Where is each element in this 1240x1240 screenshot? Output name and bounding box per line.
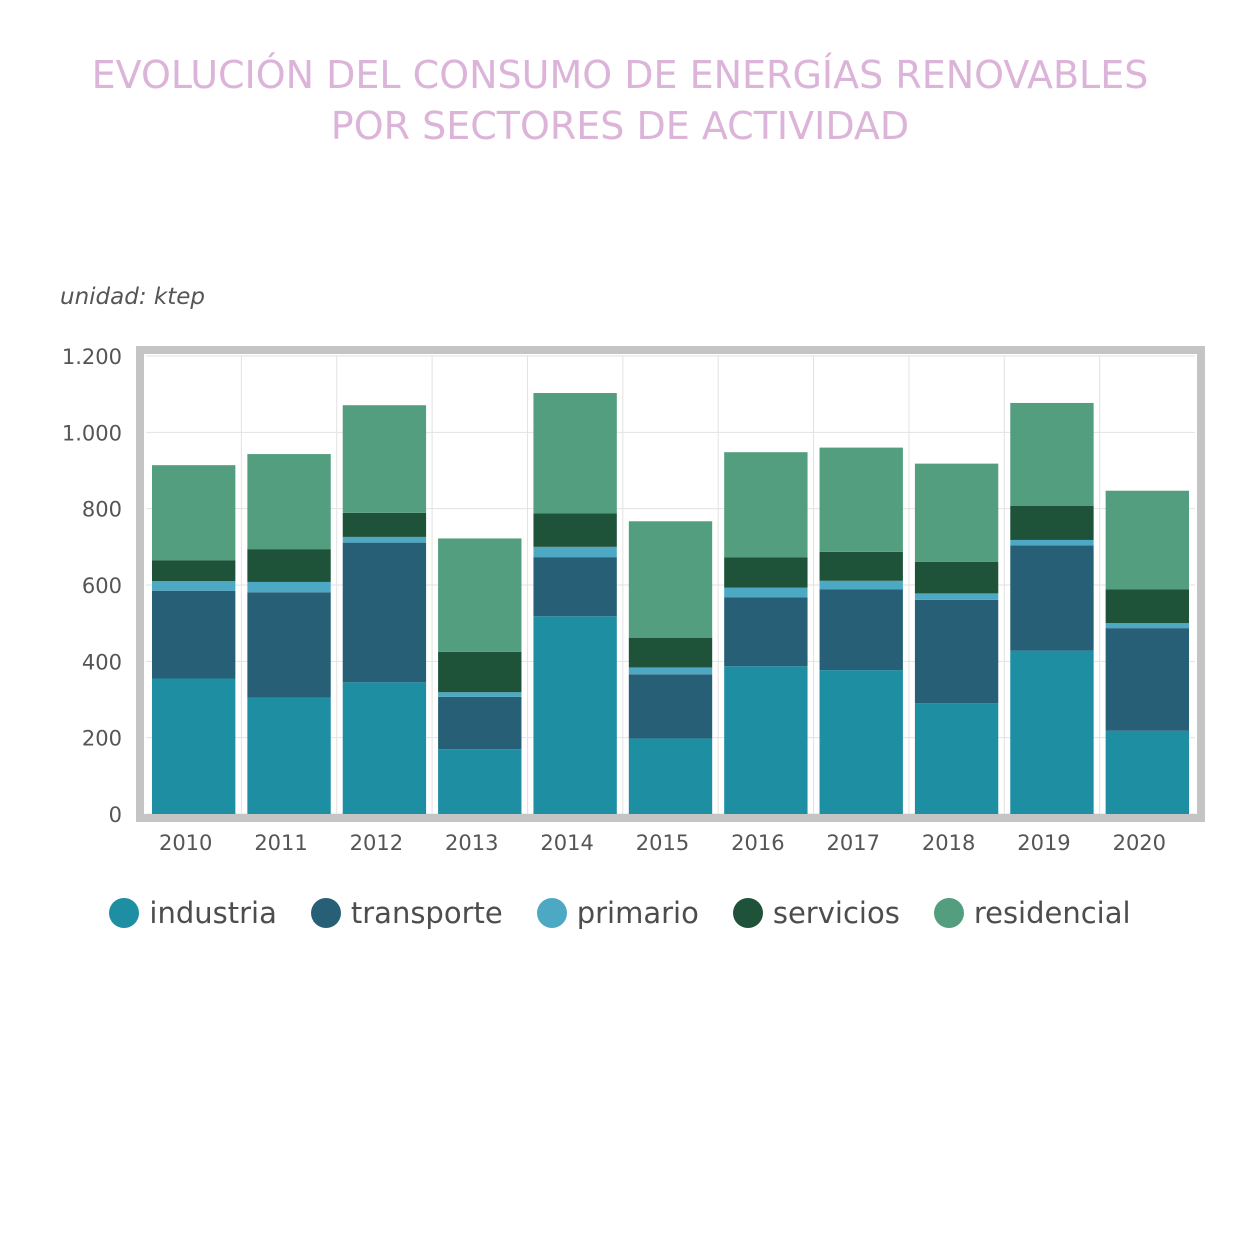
x-tick-label: 2020 bbox=[1113, 831, 1166, 855]
chart-title-line-2: POR SECTORES DE ACTIVIDAD bbox=[330, 104, 910, 148]
legend-label-industria: industria bbox=[149, 896, 277, 930]
legend-label-transporte: transporte bbox=[350, 896, 503, 930]
x-tick-label: 2014 bbox=[540, 831, 593, 855]
y-tick-label: 800 bbox=[82, 498, 122, 522]
bar-segment-transporte-2020 bbox=[1105, 628, 1189, 731]
x-tick-label: 2018 bbox=[922, 831, 975, 855]
bar-segment-industria-2018 bbox=[914, 703, 999, 814]
chart-title-line-1: EVOLUCIÓN DEL CONSUMO DE ENERGÍAS RENOVA… bbox=[91, 53, 1149, 97]
x-tick-label: 2019 bbox=[1017, 831, 1070, 855]
x-tick-label: 2011 bbox=[254, 831, 307, 855]
bar-segment-primario-2016 bbox=[724, 587, 808, 598]
bar-segment-primario-2013 bbox=[438, 692, 522, 697]
bar-segment-primario-2018 bbox=[914, 593, 999, 600]
bar-segment-industria-2020 bbox=[1105, 730, 1189, 814]
bar-segment-residencial-2015 bbox=[628, 521, 713, 638]
legend-swatch-primario bbox=[536, 898, 567, 928]
unit-label: unidad: ktep bbox=[60, 284, 205, 310]
x-tick-label: 2016 bbox=[731, 831, 784, 855]
bar-segment-industria-2011 bbox=[247, 697, 331, 814]
bar-segment-residencial-2018 bbox=[914, 463, 999, 562]
bar-segment-primario-2015 bbox=[628, 667, 713, 675]
bar-segment-servicios-2018 bbox=[914, 561, 999, 594]
bar-segment-industria-2017 bbox=[819, 670, 903, 814]
bar-segment-residencial-2010 bbox=[152, 465, 236, 561]
x-tick-label: 2012 bbox=[350, 831, 403, 855]
bar-segment-primario-2010 bbox=[152, 581, 236, 591]
bar-segment-residencial-2017 bbox=[819, 447, 903, 552]
bar-segment-residencial-2016 bbox=[724, 452, 808, 558]
chart-legend: industria transporte primario servicios resi… bbox=[0, 896, 1240, 930]
bar-segment-residencial-2012 bbox=[342, 405, 427, 513]
bar-segment-servicios-2012 bbox=[342, 512, 427, 537]
bar-segment-residencial-2011 bbox=[247, 454, 331, 550]
x-tick-label: 2013 bbox=[445, 831, 498, 855]
y-tick-label: 600 bbox=[82, 574, 122, 598]
y-tick-label: 400 bbox=[82, 650, 122, 674]
bar-segment-transporte-2010 bbox=[152, 590, 236, 679]
bar-segment-servicios-2019 bbox=[1010, 505, 1094, 540]
legend-label-residencial: residencial bbox=[973, 896, 1131, 930]
chart-title: EVOLUCIÓN DEL CONSUMO DE ENERGÍAS RENOVA… bbox=[0, 50, 1240, 152]
bar-segment-residencial-2014 bbox=[533, 393, 617, 514]
bar-segment-transporte-2014 bbox=[533, 557, 617, 617]
bar-segment-primario-2011 bbox=[247, 581, 331, 593]
bar-segment-industria-2019 bbox=[1010, 650, 1094, 814]
bar-segment-industria-2010 bbox=[152, 678, 236, 814]
bar-segment-residencial-2019 bbox=[1010, 402, 1094, 506]
bar-segment-primario-2017 bbox=[819, 580, 903, 590]
legend-label-servicios: servicios bbox=[772, 896, 900, 930]
bar-segment-servicios-2010 bbox=[152, 560, 236, 582]
legend-item-transporte: transporte bbox=[310, 896, 503, 930]
y-tick-label: 200 bbox=[82, 727, 122, 751]
bar-segment-transporte-2012 bbox=[342, 542, 427, 683]
y-tick-label: 1.200 bbox=[62, 345, 122, 369]
legend-item-servicios: servicios bbox=[732, 896, 900, 930]
bar-segment-primario-2012 bbox=[342, 536, 427, 543]
bar-segment-servicios-2016 bbox=[724, 557, 808, 588]
bar-segment-primario-2014 bbox=[533, 546, 617, 558]
bar-segment-industria-2012 bbox=[342, 682, 427, 814]
chart-bars bbox=[152, 393, 1189, 814]
legend-item-residencial: residencial bbox=[933, 896, 1131, 930]
bar-segment-transporte-2017 bbox=[819, 589, 903, 671]
bar-segment-residencial-2020 bbox=[1105, 490, 1189, 590]
bar-segment-industria-2014 bbox=[533, 616, 617, 814]
bar-segment-servicios-2011 bbox=[247, 549, 331, 582]
legend-label-primario: primario bbox=[576, 896, 699, 930]
bar-segment-transporte-2015 bbox=[628, 674, 713, 739]
bar-segment-servicios-2013 bbox=[438, 651, 522, 693]
bar-segment-servicios-2017 bbox=[819, 551, 903, 581]
bar-segment-industria-2015 bbox=[628, 738, 713, 814]
y-tick-label: 0 bbox=[109, 803, 122, 827]
y-tick-label: 1.000 bbox=[62, 421, 122, 445]
bar-segment-industria-2013 bbox=[438, 749, 522, 814]
chart-frame bbox=[136, 346, 1205, 822]
legend-swatch-industria bbox=[109, 898, 140, 928]
bar-segment-transporte-2011 bbox=[247, 592, 331, 698]
x-axis: 2010 2011 2012 2013 2014 2015 2016 2017 2018 2019… bbox=[159, 831, 1166, 855]
bar-segment-transporte-2013 bbox=[438, 696, 522, 750]
bar-segment-servicios-2015 bbox=[628, 637, 713, 668]
legend-swatch-residencial bbox=[933, 898, 964, 928]
bar-segment-transporte-2018 bbox=[914, 599, 999, 704]
bar-segment-primario-2020 bbox=[1105, 623, 1189, 629]
bar-segment-transporte-2019 bbox=[1010, 545, 1094, 651]
legend-swatch-transporte bbox=[310, 898, 341, 928]
stacked-bar-chart: 0 200 400 600 800 1.000 1.200 2010 2011 2012 2013… bbox=[62, 345, 1205, 855]
legend-item-industria: industria bbox=[109, 896, 277, 930]
legend-item-primario: primario bbox=[536, 896, 699, 930]
bar-segment-industria-2016 bbox=[724, 666, 808, 814]
legend-swatch-servicios bbox=[732, 898, 763, 928]
bar-segment-transporte-2016 bbox=[724, 597, 808, 667]
bar-segment-primario-2019 bbox=[1010, 539, 1094, 546]
bar-segment-servicios-2020 bbox=[1105, 589, 1189, 624]
x-tick-label: 2010 bbox=[159, 831, 212, 855]
bar-segment-residencial-2013 bbox=[438, 538, 522, 652]
x-tick-label: 2017 bbox=[827, 831, 880, 855]
bar-segment-servicios-2014 bbox=[533, 513, 617, 547]
y-axis: 0 200 400 600 800 1.000 1.200 bbox=[62, 345, 122, 827]
x-tick-label: 2015 bbox=[636, 831, 689, 855]
